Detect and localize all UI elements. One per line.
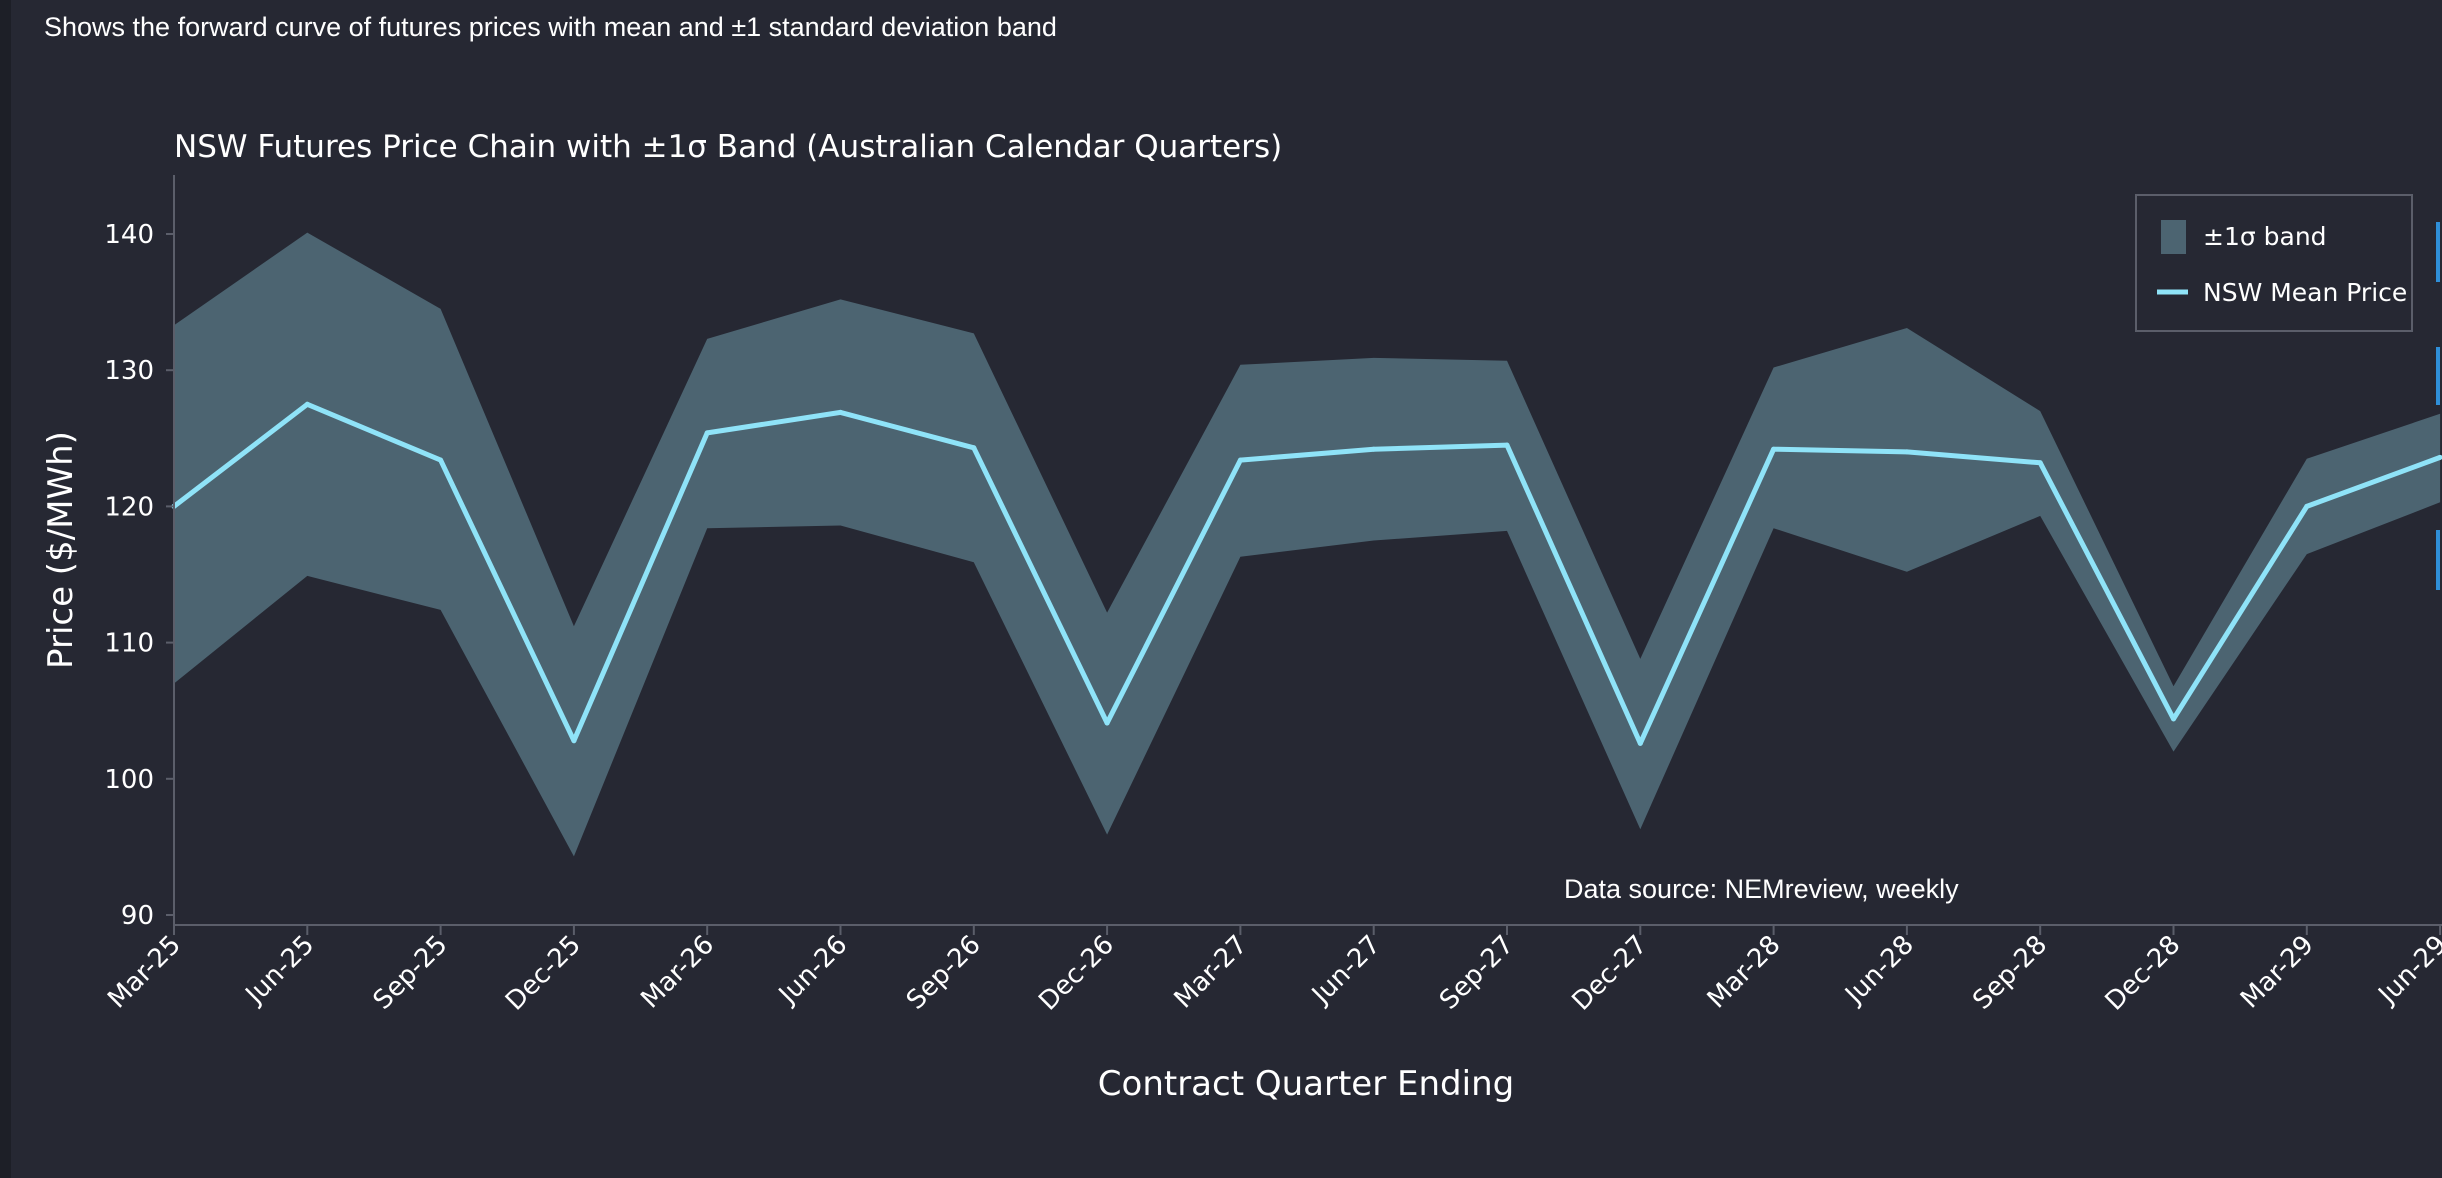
x-tick-label-sep-25: Sep-25: [368, 930, 454, 1016]
mean-point-jun-25[interactable]: [304, 401, 310, 407]
x-tick-label-jun-29: Jun-29: [2372, 930, 2442, 1011]
y-axis-title: Price ($/MWh): [41, 431, 81, 669]
x-tick-label-sep-28: Sep-28: [1967, 930, 2053, 1016]
mean-point-sep-26[interactable]: [971, 445, 977, 451]
x-tick-label-dec-28: Dec-28: [2100, 930, 2187, 1017]
x-tick-label-jun-27: Jun-27: [1305, 930, 1386, 1011]
sigma-band-layer: [174, 232, 2441, 857]
legend-band-label: ±1σ band: [2203, 222, 2327, 251]
x-tick-label-dec-27: Dec-27: [1566, 930, 1653, 1017]
x-tick-label-dec-26: Dec-26: [1033, 930, 1120, 1017]
mean-point-dec-28[interactable]: [2171, 716, 2176, 722]
x-tick-label-mar-28: Mar-28: [1702, 930, 1787, 1015]
y-tick-label-120: 120: [104, 492, 154, 522]
x-tick-label-mar-29: Mar-29: [2235, 930, 2320, 1015]
sigma-band-area: [174, 232, 2441, 857]
mean-price-line: [172, 401, 2441, 746]
x-tick-label-jun-25: Jun-25: [239, 930, 320, 1011]
x-tick-label-sep-27: Sep-27: [1434, 930, 1520, 1016]
x-tick-label-sep-26: Sep-26: [901, 930, 987, 1016]
mean-point-jun-29[interactable]: [2437, 454, 2442, 460]
legend-box: [2135, 194, 2413, 332]
x-axis-title: Contract Quarter Ending: [1098, 1064, 1514, 1104]
x-tick-label-mar-25: Mar-25: [102, 930, 187, 1015]
y-tick-label-110: 110: [104, 629, 154, 659]
x-tick-label-jun-28: Jun-28: [1838, 930, 1919, 1011]
x-tick-label-jun-26: Jun-26: [772, 930, 853, 1011]
mean-point-sep-25[interactable]: [438, 457, 444, 463]
mean-line-layer: [171, 401, 2442, 746]
mean-point-mar-28[interactable]: [1771, 446, 1777, 452]
data-source-annotation: Data source: NEMreview, weekly: [1564, 874, 1959, 904]
x-tick-label-mar-26: Mar-26: [635, 930, 720, 1015]
window-edge-strip: [0, 0, 11, 1178]
mean-point-mar-27[interactable]: [1237, 457, 1243, 463]
mean-point-jun-27[interactable]: [1371, 446, 1377, 452]
x-tick-label-dec-25: Dec-25: [500, 930, 587, 1017]
mean-point-mar-29[interactable]: [2304, 503, 2310, 509]
mean-point-dec-26[interactable]: [1104, 720, 1110, 726]
y-tick-label-140: 140: [104, 220, 154, 250]
mean-point-dec-27[interactable]: [1637, 740, 1643, 746]
legend-mean-label: NSW Mean Price: [2203, 278, 2407, 307]
mean-point-jun-28[interactable]: [1904, 449, 1910, 455]
legend-band-swatch: [2161, 220, 2186, 254]
y-tick-label-130: 130: [104, 356, 154, 386]
mean-point-jun-26[interactable]: [838, 409, 843, 415]
chart-legend[interactable]: ±1σ band NSW Mean Price: [2135, 194, 2413, 332]
mean-point-sep-27[interactable]: [1504, 442, 1510, 448]
mean-point-sep-28[interactable]: [2037, 460, 2043, 466]
x-tick-label-mar-27: Mar-27: [1169, 930, 1254, 1015]
page-subtitle: Shows the forward curve of futures price…: [44, 12, 1057, 42]
mean-point-mar-26[interactable]: [704, 430, 710, 436]
mean-point-dec-25[interactable]: [571, 738, 577, 744]
chart-title: NSW Futures Price Chain with ±1σ Band (A…: [174, 129, 1282, 165]
y-axis: 90 100 110 120 130 140: [104, 175, 175, 931]
y-tick-label-90: 90: [121, 901, 154, 931]
y-tick-label-100: 100: [104, 765, 154, 795]
x-axis: Mar-25 Jun-25 Sep-25 Dec-25 Mar-26 Jun-26 Sep-…: [102, 924, 2442, 1017]
